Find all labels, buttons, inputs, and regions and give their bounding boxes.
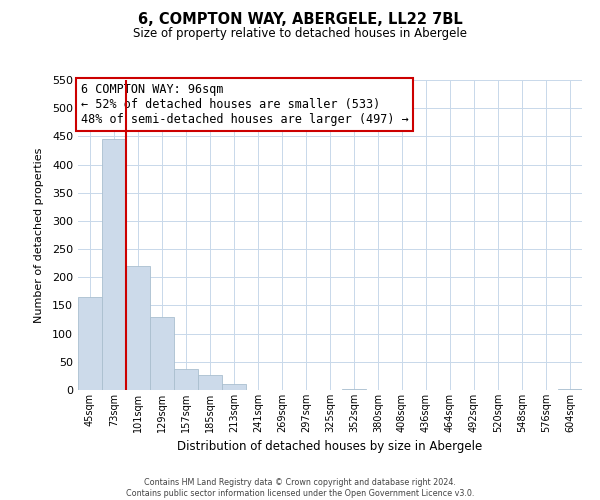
Text: Size of property relative to detached houses in Abergele: Size of property relative to detached ho…	[133, 28, 467, 40]
Bar	[126, 266, 150, 390]
Bar	[102, 139, 126, 390]
Bar	[150, 316, 174, 390]
Bar	[342, 389, 366, 390]
Text: 6, COMPTON WAY, ABERGELE, LL22 7BL: 6, COMPTON WAY, ABERGELE, LL22 7BL	[137, 12, 463, 28]
Bar	[174, 369, 198, 390]
Y-axis label: Number of detached properties: Number of detached properties	[34, 148, 44, 322]
Bar	[198, 376, 222, 390]
Text: 6 COMPTON WAY: 96sqm
← 52% of detached houses are smaller (533)
48% of semi-deta: 6 COMPTON WAY: 96sqm ← 52% of detached h…	[80, 83, 408, 126]
X-axis label: Distribution of detached houses by size in Abergele: Distribution of detached houses by size …	[178, 440, 482, 454]
Bar	[558, 389, 582, 390]
Bar	[78, 297, 102, 390]
Bar	[222, 384, 246, 390]
Text: Contains HM Land Registry data © Crown copyright and database right 2024.
Contai: Contains HM Land Registry data © Crown c…	[126, 478, 474, 498]
